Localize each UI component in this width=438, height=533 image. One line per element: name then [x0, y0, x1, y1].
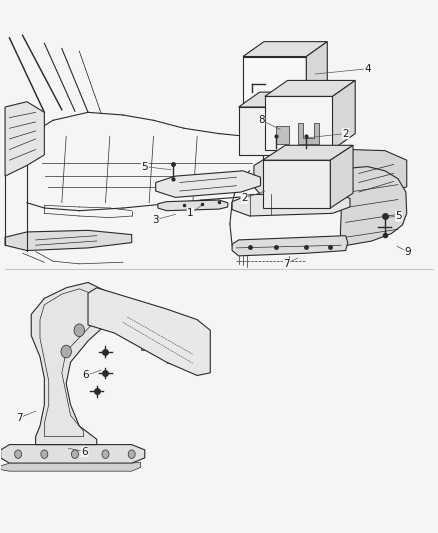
- Polygon shape: [297, 123, 319, 144]
- Text: 6: 6: [81, 447, 88, 456]
- Polygon shape: [276, 126, 289, 144]
- Circle shape: [41, 450, 48, 458]
- Polygon shape: [232, 236, 348, 256]
- Text: 6: 6: [82, 370, 89, 381]
- Text: 1: 1: [187, 208, 194, 219]
- Polygon shape: [5, 102, 44, 176]
- Polygon shape: [263, 160, 330, 208]
- Polygon shape: [243, 42, 327, 56]
- Text: 2: 2: [343, 128, 349, 139]
- Polygon shape: [158, 200, 228, 211]
- Text: 9: 9: [404, 247, 411, 256]
- Circle shape: [14, 450, 21, 458]
- Text: 8: 8: [258, 115, 265, 125]
- Text: 7: 7: [283, 259, 290, 269]
- Polygon shape: [265, 80, 355, 96]
- Polygon shape: [243, 56, 306, 107]
- Polygon shape: [350, 150, 407, 203]
- Polygon shape: [339, 166, 407, 246]
- Text: 5: 5: [141, 161, 148, 172]
- Circle shape: [74, 324, 85, 337]
- Polygon shape: [265, 96, 332, 150]
- Polygon shape: [155, 171, 261, 197]
- Polygon shape: [306, 42, 327, 107]
- Polygon shape: [254, 144, 350, 197]
- Polygon shape: [5, 230, 132, 251]
- Bar: [167, 351, 183, 364]
- Circle shape: [71, 450, 78, 458]
- Polygon shape: [263, 146, 353, 160]
- Polygon shape: [31, 282, 114, 445]
- Polygon shape: [239, 92, 323, 107]
- Text: 3: 3: [152, 215, 159, 225]
- Text: 4: 4: [364, 64, 371, 74]
- Polygon shape: [330, 146, 353, 208]
- Text: 2: 2: [241, 193, 247, 204]
- Polygon shape: [88, 288, 210, 375]
- Polygon shape: [1, 445, 145, 463]
- Circle shape: [92, 303, 102, 316]
- Text: 5: 5: [396, 211, 402, 221]
- Polygon shape: [332, 80, 355, 150]
- Circle shape: [128, 450, 135, 458]
- Polygon shape: [239, 107, 302, 155]
- Text: 7: 7: [16, 413, 22, 423]
- Polygon shape: [1, 462, 141, 471]
- Circle shape: [102, 450, 109, 458]
- Polygon shape: [302, 92, 323, 155]
- Circle shape: [61, 345, 71, 358]
- Bar: [141, 337, 157, 350]
- Polygon shape: [232, 192, 350, 216]
